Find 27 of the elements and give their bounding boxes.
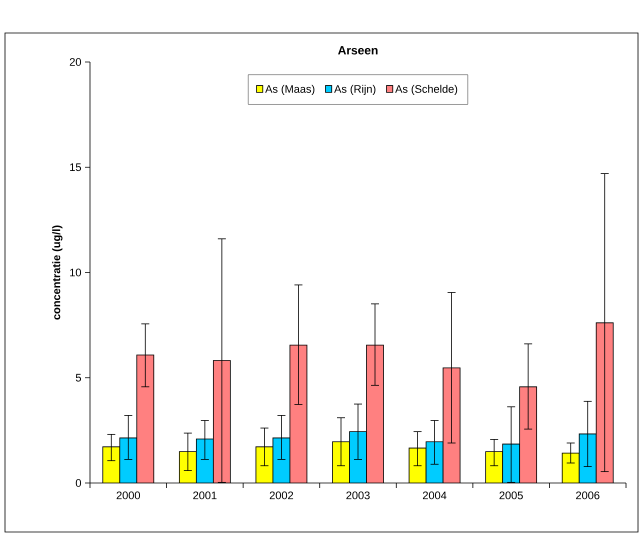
x-tick-label: 2001	[193, 492, 217, 500]
bar	[520, 386, 537, 483]
bar	[562, 452, 580, 483]
legend-label: As (Schelde)	[395, 84, 458, 96]
y-tick-label: 15	[70, 163, 82, 172]
bar	[196, 439, 214, 483]
bar	[272, 438, 290, 483]
x-tick-label: 2000	[116, 492, 140, 500]
x-tick-label: 2006	[576, 492, 600, 500]
legend-label: As (Rijn)	[334, 84, 376, 96]
y-tick-label: 10	[70, 268, 82, 276]
bar	[102, 446, 120, 483]
y-tick-label: 20	[70, 58, 82, 66]
bar	[486, 452, 503, 483]
x-tick-label: 2003	[346, 492, 370, 500]
bar	[136, 355, 154, 483]
x-tick-label: 2004	[422, 492, 446, 500]
bar	[366, 345, 384, 483]
x-tick-label: 2005	[500, 492, 523, 500]
bar	[120, 438, 137, 483]
bar	[290, 345, 307, 483]
y-tick-label: 5	[76, 374, 82, 382]
x-tick-label: 2002	[270, 492, 294, 500]
y-tick-label: 0	[76, 479, 82, 487]
legend-label: As (Maas)	[265, 84, 314, 96]
y-axis-title: concentratie (ug/l)	[52, 226, 62, 320]
chart-title: Arseen	[338, 46, 378, 54]
